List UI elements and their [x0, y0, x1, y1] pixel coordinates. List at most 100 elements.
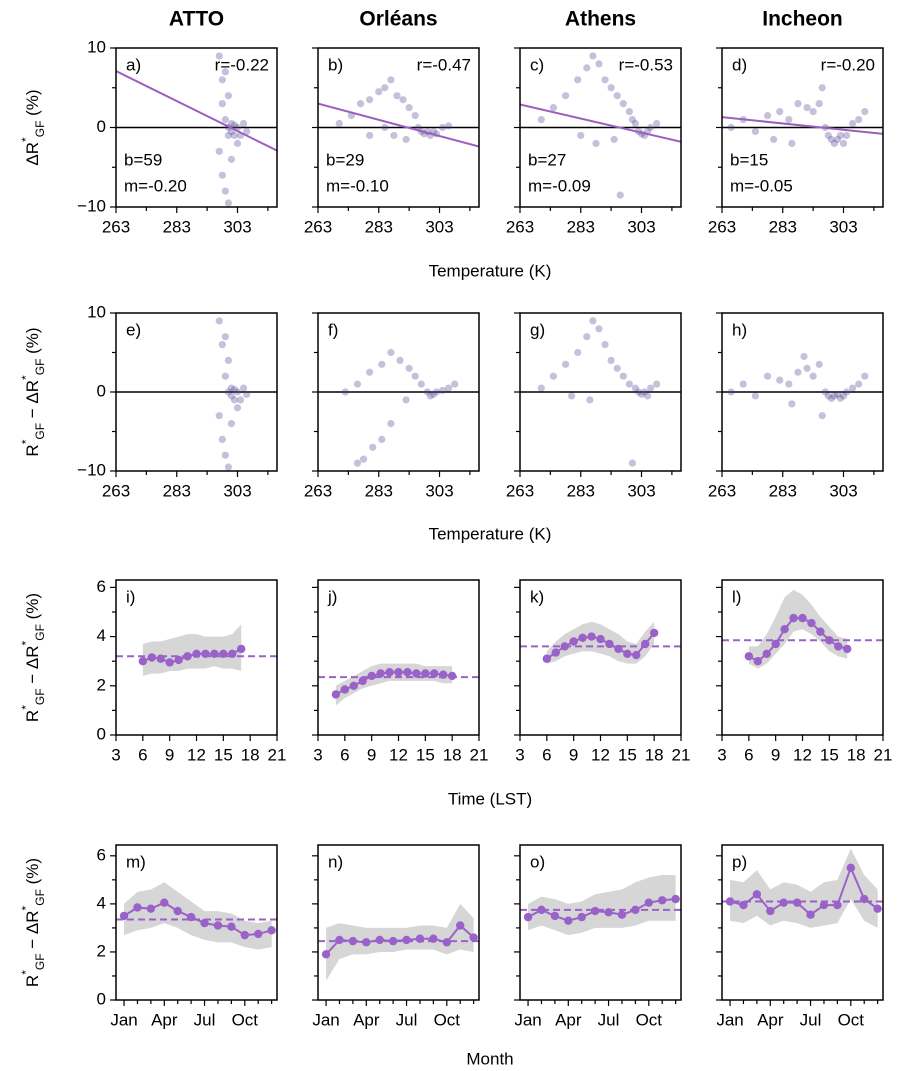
spread-band — [730, 848, 878, 928]
panel-label: e) — [126, 320, 141, 339]
series-point — [578, 633, 587, 643]
plot-area — [722, 352, 883, 420]
y-tick-label: −10 — [77, 460, 106, 479]
scatter-point — [643, 392, 652, 400]
x-tick-label: 21 — [874, 745, 893, 764]
series-point — [200, 918, 209, 928]
x-tick-label: 263 — [506, 217, 534, 236]
scatter-point — [824, 392, 832, 400]
x-tick-label: Jul — [194, 1010, 216, 1029]
series-point — [537, 905, 546, 915]
x-tick-label: 9 — [165, 745, 174, 764]
y-axis-label-part: R — [23, 444, 42, 456]
series-point — [147, 653, 156, 662]
series-point — [825, 636, 834, 645]
scatter-point — [224, 131, 232, 140]
scatter-point — [537, 115, 545, 124]
series-point — [219, 649, 228, 659]
x-tick-label: 263 — [102, 217, 130, 236]
y-axis-label-part: ΔR — [23, 142, 42, 166]
scatter-point — [637, 390, 646, 398]
scatter-point — [803, 104, 811, 112]
scatter-point — [574, 348, 582, 357]
scatter-point — [387, 348, 395, 357]
scatter-point — [239, 119, 248, 128]
series-point — [403, 668, 412, 677]
scatter-point — [387, 76, 395, 84]
scatter-point — [595, 60, 603, 68]
scatter-point — [393, 92, 401, 100]
scatter-point — [640, 388, 649, 396]
scatter-point — [359, 455, 368, 463]
series-point — [873, 904, 882, 913]
y-tick-label: 2 — [97, 941, 106, 960]
x-tick-label: 15 — [416, 745, 435, 764]
scatter-point — [610, 135, 618, 144]
series-point — [752, 890, 762, 899]
x-tick-label: 3 — [111, 745, 120, 764]
scatter-point — [776, 376, 784, 384]
series-point — [421, 669, 430, 678]
series-point — [623, 649, 632, 659]
scatter-point — [381, 84, 389, 92]
spread-band — [142, 624, 242, 676]
scatter-point — [849, 119, 857, 128]
panel-label: n) — [328, 852, 343, 871]
scatter-point — [243, 127, 251, 136]
series-point — [846, 863, 855, 873]
axes-frame — [317, 844, 480, 1001]
x-tick-label: 15 — [618, 745, 637, 764]
annotation: m=-0.10 — [326, 176, 389, 195]
x-tick-label: 12 — [793, 745, 812, 764]
scatter-point — [647, 123, 655, 132]
x-tick-label: 6 — [138, 745, 147, 764]
series-point — [362, 938, 371, 947]
scatter-point — [221, 451, 229, 459]
series-point — [156, 654, 165, 663]
scatter-point — [785, 115, 793, 124]
scatter-point — [833, 390, 842, 398]
x-tick-label: 15 — [820, 745, 839, 764]
x-tick-label: 263 — [102, 481, 130, 500]
series-point — [605, 639, 614, 649]
annotation: r=-0.53 — [619, 55, 673, 74]
scatter-point — [861, 108, 869, 116]
series-point — [806, 910, 815, 919]
y-axis-label-part: R — [23, 975, 42, 987]
annotation: r=-0.47 — [417, 55, 471, 74]
series-point — [550, 911, 560, 921]
scatter-point — [233, 388, 242, 396]
x-tick-label: Oct — [838, 1010, 865, 1029]
scatter-point — [432, 388, 441, 396]
x-tick-label: 303 — [627, 217, 655, 236]
x-tick-label: Apr — [151, 1010, 178, 1029]
panel-label: p) — [732, 852, 747, 871]
y-tick-label: 0 — [97, 117, 106, 136]
scatter-point — [631, 384, 640, 392]
y-axis-label-part: * — [19, 705, 33, 710]
series-point — [388, 936, 398, 946]
x-tick-label: 283 — [163, 481, 191, 500]
scatter-point — [402, 135, 410, 144]
scatter-point — [586, 396, 594, 404]
plot-area — [520, 875, 681, 936]
scatter-point — [445, 384, 453, 392]
series-point — [267, 926, 276, 935]
series-point — [227, 922, 236, 931]
series-point — [569, 637, 578, 646]
series-point — [632, 650, 641, 660]
series-point — [834, 642, 843, 651]
x-tick-label: 263 — [506, 481, 534, 500]
x-tick-label: Apr — [555, 1010, 582, 1029]
panel-label: h) — [732, 320, 747, 339]
scatter-point — [366, 96, 374, 104]
series-point — [321, 950, 331, 959]
scatter-point — [613, 92, 621, 100]
x-tick-label: Jul — [800, 1010, 822, 1029]
scatter-point — [619, 372, 627, 380]
scatter-point — [215, 52, 223, 60]
scatter-point — [230, 396, 239, 404]
y-tick-label: 4 — [97, 893, 106, 912]
x-tick-label: 9 — [569, 745, 578, 764]
y-tick-label: 2 — [97, 675, 106, 694]
